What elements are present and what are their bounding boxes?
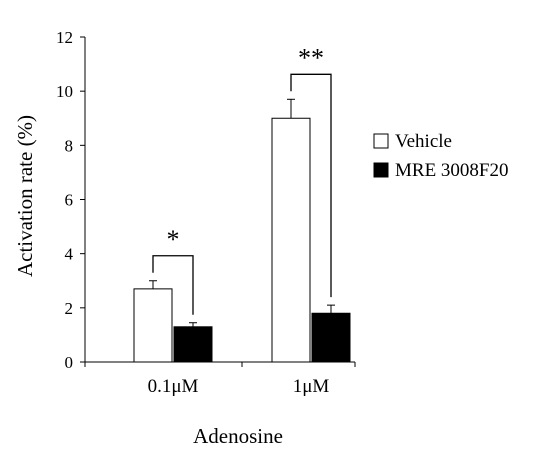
x-category-label: 1μM bbox=[293, 376, 330, 397]
y-tick-label: 4 bbox=[65, 245, 74, 264]
legend-label-mre: MRE 3008F20 bbox=[395, 160, 509, 181]
significance-bracket bbox=[290, 73, 332, 298]
significance-brackets: *** bbox=[152, 43, 332, 315]
legend: Vehicle MRE 3008F20 bbox=[373, 131, 509, 181]
significance-bracket bbox=[152, 255, 194, 315]
significance-label: ** bbox=[298, 43, 324, 72]
legend-swatch-vehicle bbox=[373, 133, 389, 149]
x-category-label: 0.1μM bbox=[148, 376, 199, 397]
bar-vehicle bbox=[133, 288, 173, 363]
y-tick-label: 10 bbox=[56, 82, 73, 101]
y-tick-label: 2 bbox=[65, 299, 74, 318]
bar-mre bbox=[311, 312, 351, 363]
y-tick-label: 12 bbox=[56, 28, 73, 47]
bar-vehicle bbox=[271, 117, 311, 363]
bar-mre bbox=[173, 326, 213, 363]
y-tick-label: 8 bbox=[65, 136, 74, 155]
y-axis: 0 2 4 6 8 10 12 bbox=[56, 28, 86, 372]
y-tick-label: 6 bbox=[65, 191, 74, 210]
legend-swatch-mre bbox=[373, 162, 389, 178]
x-axis: 0.1μM 1μM bbox=[84, 361, 356, 397]
y-axis-title: Activation rate (%) bbox=[13, 115, 37, 277]
bars bbox=[133, 98, 351, 363]
x-axis-title: Adenosine bbox=[193, 424, 283, 448]
significance-label: * bbox=[167, 225, 180, 254]
y-tick-label: 0 bbox=[65, 353, 74, 372]
legend-label-vehicle: Vehicle bbox=[395, 131, 452, 152]
